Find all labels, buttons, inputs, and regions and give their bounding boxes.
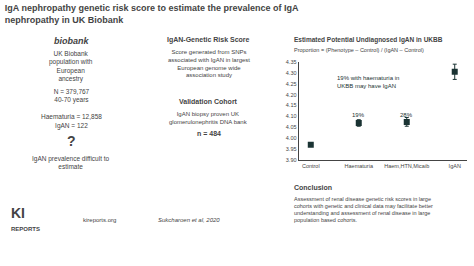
svg-text:Control: Control	[302, 163, 320, 169]
svg-text:4.10: 4.10	[286, 113, 297, 119]
svg-text:4.05: 4.05	[286, 124, 297, 130]
svg-text:4.35: 4.35	[286, 59, 297, 65]
svg-text:4.00: 4.00	[286, 135, 297, 141]
svg-text:IgAN biopsy proven UKglomerulo: IgAN biopsy proven UKglomerulonephritis …	[169, 111, 248, 125]
svg-text:Score generated from SNPsassoc: Score generated from SNPsassociated with…	[168, 49, 250, 78]
svg-text:Conclusion: Conclusion	[294, 184, 332, 191]
svg-text:3.95: 3.95	[286, 146, 297, 152]
svg-text:19% with haematuria inUKBB may: 19% with haematuria inUKBB may have IgAN	[337, 75, 399, 89]
svg-text:Validation Cohort: Validation Cohort	[179, 98, 238, 105]
svg-text:3.90: 3.90	[286, 157, 297, 163]
svg-text:IgAN-Genetic Risk Score: IgAN-Genetic Risk Score	[167, 36, 250, 44]
svg-text:4.25: 4.25	[286, 81, 297, 87]
svg-text:4.30: 4.30	[286, 70, 297, 76]
svg-text:Estimated Potential Undiagnose: Estimated Potential Undiagnosed IgAN in …	[294, 36, 443, 44]
svg-text:Proportion = (Phenotype – Cont: Proportion = (Phenotype – Control) / (Ig…	[294, 47, 424, 53]
svg-text:19%: 19%	[352, 112, 365, 118]
svg-text:28%: 28%	[400, 112, 413, 118]
svg-text:KI: KI	[11, 205, 25, 221]
svg-text:biobank: biobank	[54, 36, 89, 46]
svg-text:kireports.org: kireports.org	[83, 217, 116, 223]
svg-text:4.20: 4.20	[286, 92, 297, 98]
svg-text:4.15: 4.15	[286, 102, 297, 108]
svg-text:UK Biobankpopulation withEurop: UK Biobankpopulation withEuropeanancestr…	[49, 50, 93, 83]
svg-text:Haematuria: Haematuria	[345, 163, 374, 169]
svg-text:REPORTS: REPORTS	[11, 226, 40, 232]
svg-text:IgAN prevalence difficult toes: IgAN prevalence difficult toestimate	[32, 155, 110, 170]
svg-text:Sukcharoen et al, 2020: Sukcharoen et al, 2020	[158, 217, 220, 223]
svg-text:Assessment of renal disease ge: Assessment of renal disease genetic risk…	[294, 196, 433, 223]
svg-text:N = 379,76740-70 yearsHaematur: N = 379,76740-70 yearsHaematuria = 12,85…	[41, 88, 102, 130]
svg-text:IgAN: IgAN	[449, 163, 461, 169]
svg-text:?: ?	[67, 133, 76, 149]
svg-text:Haem,HTN,Micaib: Haem,HTN,Micaib	[384, 163, 429, 169]
svg-text:n = 484: n = 484	[197, 130, 221, 137]
svg-text:IgA nephropathy genetic risk s: IgA nephropathy genetic risk score to es…	[5, 3, 299, 25]
